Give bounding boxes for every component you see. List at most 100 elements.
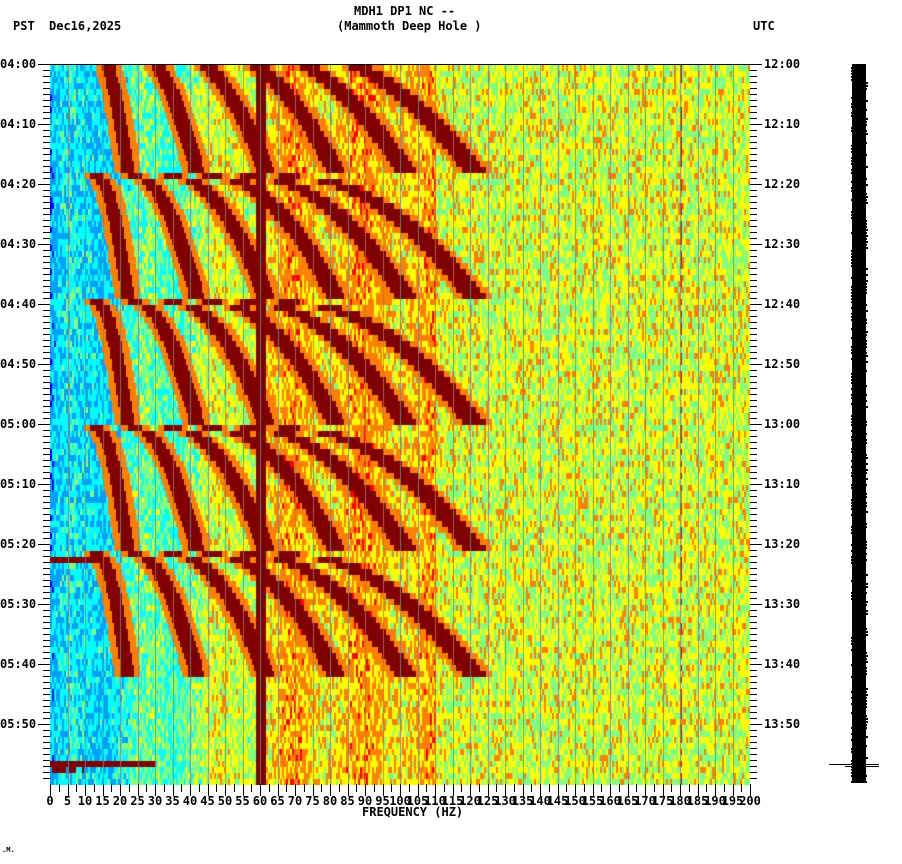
x-tick (505, 784, 506, 796)
y-tick-right (750, 700, 757, 701)
seismogram-sample (852, 100, 868, 102)
seismogram-sample (852, 133, 868, 135)
seismogram-sample (851, 289, 867, 291)
y-tick-right (750, 412, 757, 413)
seismogram-sample (851, 70, 866, 72)
seismogram-sample (852, 481, 866, 483)
y-tick-label-right: 13:40 (764, 657, 801, 671)
x-tick-label: 145 (546, 794, 569, 808)
y-tick-left (43, 568, 50, 569)
x-tick (733, 784, 734, 796)
seismogram-sample (852, 427, 866, 429)
x-tick (374, 784, 375, 792)
y-tick-left (43, 232, 50, 233)
y-tick-left (38, 64, 50, 65)
y-tick-left (43, 478, 50, 479)
seismogram-sample (851, 514, 865, 516)
x-tick (601, 784, 602, 792)
y-tick-label-right: 13:20 (764, 537, 801, 551)
seismogram-sample (851, 148, 866, 150)
x-tick (173, 784, 174, 796)
y-tick-left (43, 100, 50, 101)
seismogram-sample (852, 604, 867, 606)
y-tick-left (43, 562, 50, 563)
seismogram-sample (851, 295, 866, 297)
footer-mark: .M. (2, 846, 15, 854)
seismogram-sample (852, 709, 866, 711)
y-tick-left (43, 220, 50, 221)
y-tick-left (43, 442, 50, 443)
y-tick-right (750, 550, 757, 551)
seismogram-sample (852, 490, 866, 492)
seismogram-sample (851, 748, 866, 750)
seismogram-sample (852, 754, 866, 756)
x-tick (514, 784, 515, 792)
y-tick-left (43, 70, 50, 71)
x-tick (566, 784, 567, 792)
seismogram-sample (851, 595, 866, 597)
x-tick (94, 784, 95, 792)
x-tick (111, 784, 112, 792)
seismogram-sample (852, 574, 868, 576)
seismogram-sample (852, 571, 866, 573)
y-tick-left (43, 496, 50, 497)
x-tick (663, 784, 664, 796)
y-tick-right (750, 376, 757, 377)
seismogram-sample (851, 466, 865, 468)
y-tick-left (43, 622, 50, 623)
seismogram-sample (852, 283, 867, 285)
y-tick-right (750, 718, 757, 719)
y-tick-left (43, 502, 50, 503)
seismogram-sample (852, 535, 866, 537)
y-tick-left (43, 736, 50, 737)
seismogram-sample (852, 175, 866, 177)
seismogram-sample (851, 637, 865, 639)
seismogram-sample (852, 412, 866, 414)
y-tick-left (43, 592, 50, 593)
seismogram-sample (852, 661, 868, 663)
x-tick (383, 784, 384, 796)
seismogram-sample (852, 613, 868, 615)
y-tick-right (750, 664, 762, 665)
y-tick-left (43, 448, 50, 449)
x-tick (671, 784, 672, 792)
x-tick (304, 784, 305, 792)
y-tick-right (750, 244, 762, 245)
left-timezone: PST (13, 19, 35, 33)
y-tick-left (43, 250, 50, 251)
y-tick-left (43, 766, 50, 767)
spectrogram-canvas (50, 65, 750, 785)
seismogram-sample (851, 103, 866, 105)
x-tick (339, 784, 340, 792)
seismogram-sample (851, 181, 866, 183)
seismogram-sample (851, 199, 867, 201)
y-tick-left (43, 262, 50, 263)
y-tick-left (38, 544, 50, 545)
y-tick-left (43, 472, 50, 473)
seismogram-sample (852, 370, 867, 372)
seismogram-sample (852, 658, 867, 660)
seismogram-sample (852, 124, 867, 126)
seismogram-sample (852, 463, 868, 465)
y-tick-right (750, 724, 762, 725)
x-tick (418, 784, 419, 796)
y-tick-right (750, 394, 757, 395)
x-tick (400, 784, 401, 796)
y-tick-right (750, 514, 757, 515)
seismogram-sample (852, 511, 868, 513)
y-tick-left (43, 130, 50, 131)
y-tick-right (750, 310, 757, 311)
x-tick (426, 784, 427, 792)
y-tick-right (750, 334, 757, 335)
y-tick-left (43, 694, 50, 695)
x-tick (689, 784, 690, 792)
x-tick (181, 784, 182, 792)
y-tick-right (750, 454, 757, 455)
y-tick-left (43, 172, 50, 173)
seismogram-sample (852, 679, 866, 681)
seismogram-sample (851, 772, 865, 774)
y-tick-left (43, 658, 50, 659)
seismogram-sample (852, 553, 867, 555)
y-tick-right (750, 460, 757, 461)
date-label: Dec16,2025 (49, 19, 122, 33)
